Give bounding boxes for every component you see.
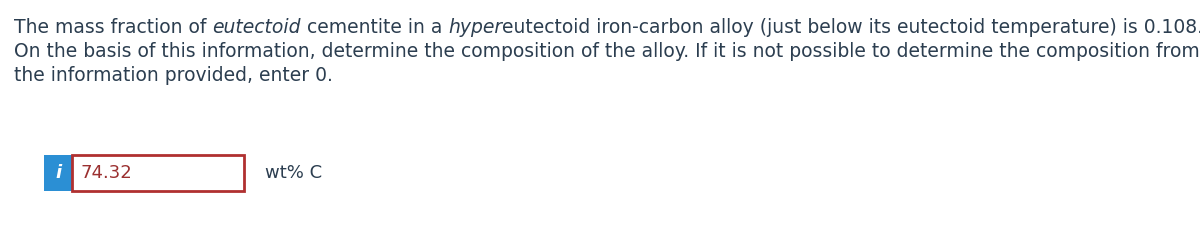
Text: hyper: hyper — [449, 18, 503, 37]
Text: the information provided, enter 0.: the information provided, enter 0. — [14, 66, 332, 85]
Text: eutectoid iron-carbon alloy (just below its eutectoid temperature) is 0.108.: eutectoid iron-carbon alloy (just below … — [503, 18, 1200, 37]
Text: wt% C: wt% C — [265, 164, 322, 182]
Text: 74.32: 74.32 — [82, 164, 133, 182]
FancyBboxPatch shape — [44, 155, 72, 191]
Text: i: i — [55, 164, 61, 182]
Text: eutectoid: eutectoid — [212, 18, 301, 37]
Text: cementite in a: cementite in a — [301, 18, 449, 37]
Text: On the basis of this information, determine the composition of the alloy. If it : On the basis of this information, determ… — [14, 42, 1200, 61]
FancyBboxPatch shape — [72, 155, 244, 191]
Text: The mass fraction of: The mass fraction of — [14, 18, 212, 37]
